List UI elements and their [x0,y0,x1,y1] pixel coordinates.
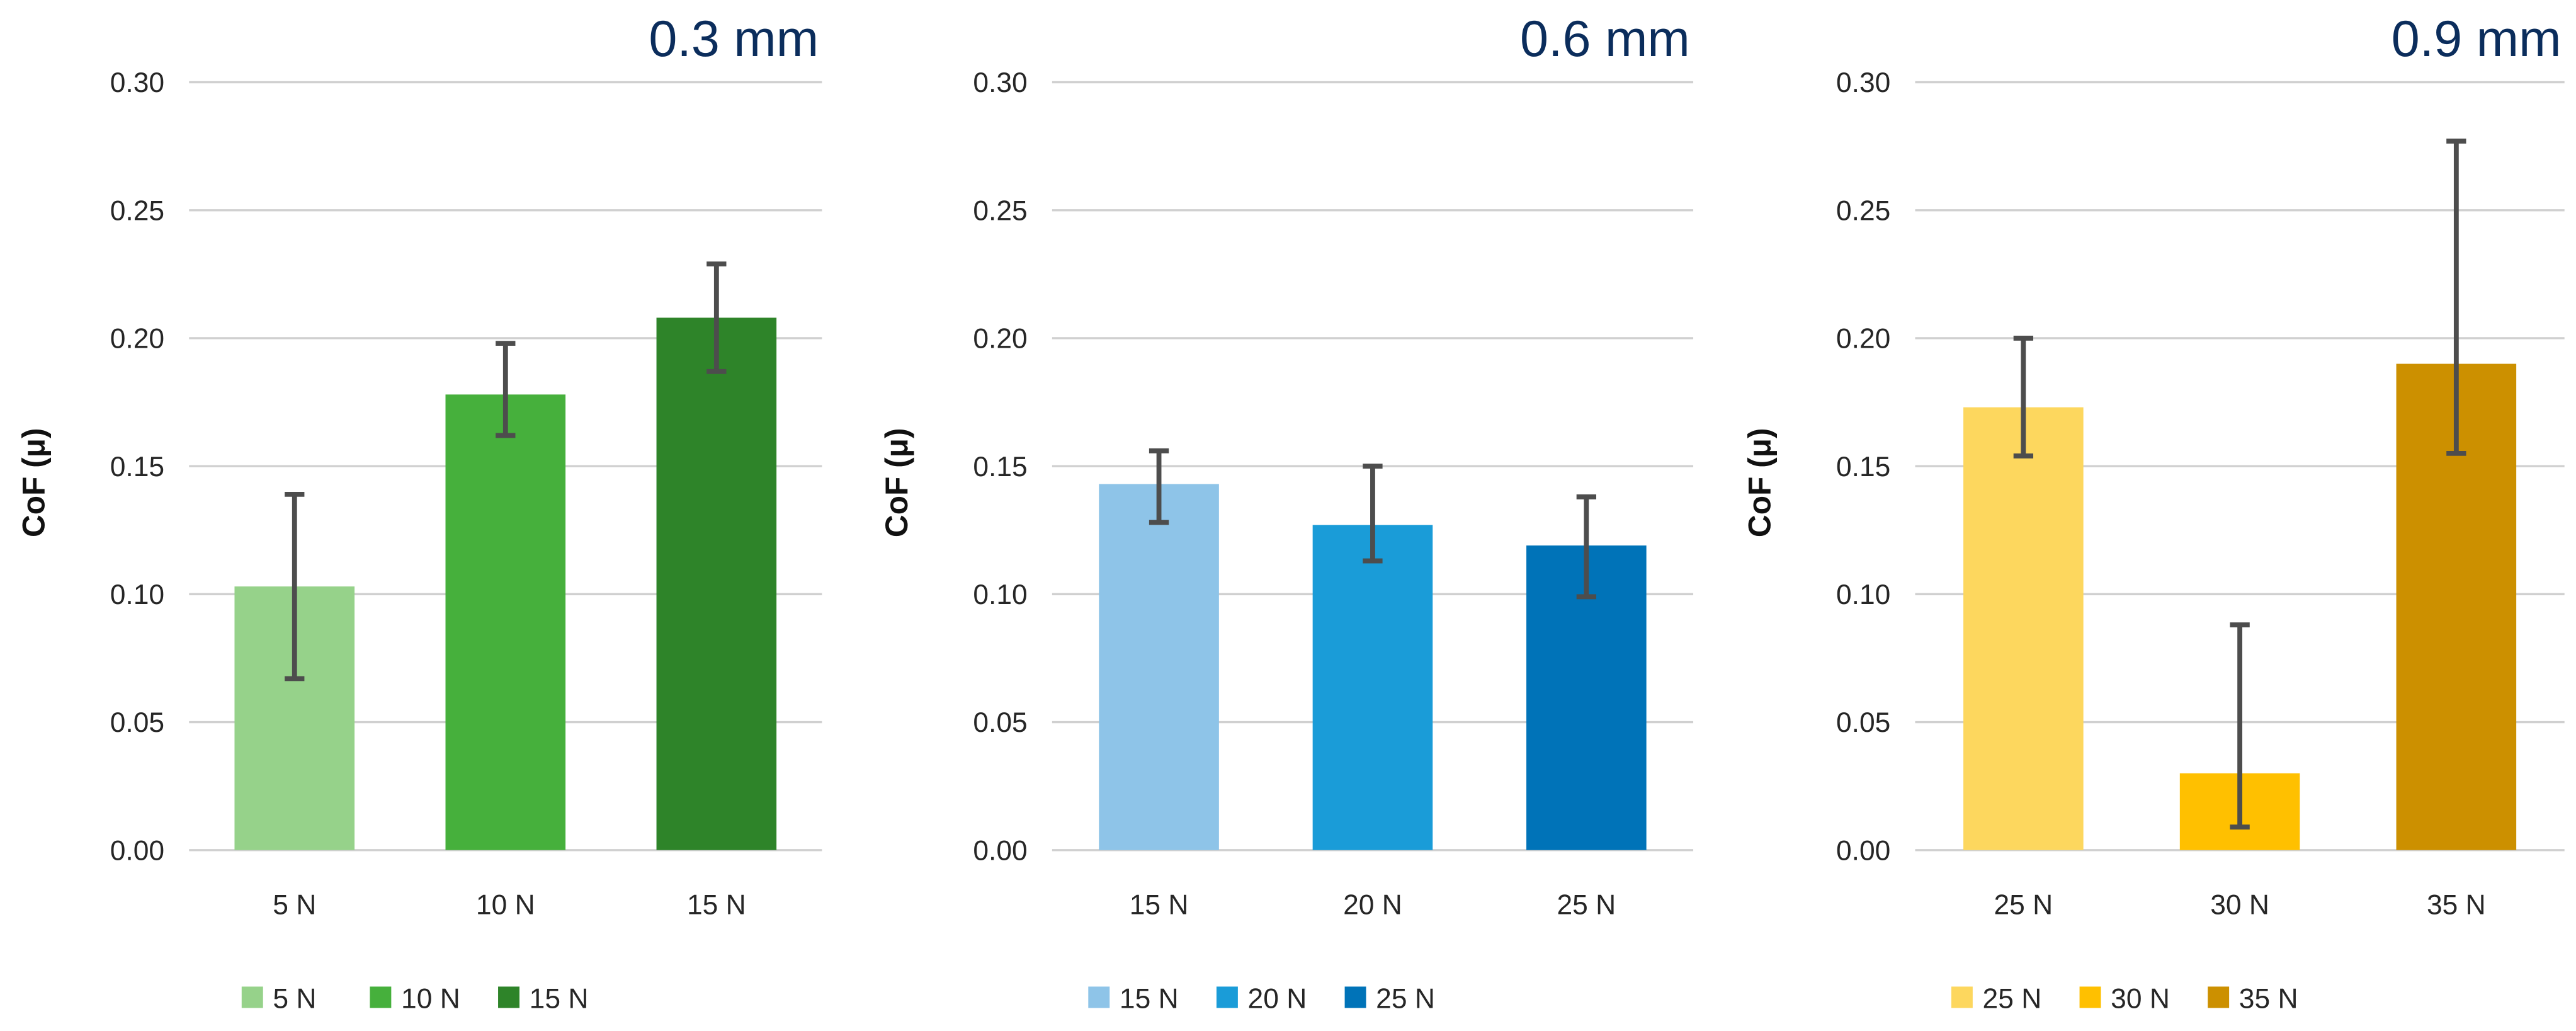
y-tick-label: 0.20 [1836,324,1890,355]
legend-swatch [1088,986,1110,1008]
x-tick-label: 25 N [1994,890,2053,921]
y-tick-label: 0.10 [110,579,164,610]
y-axis-label: CoF (μ) [879,428,914,538]
y-tick-label: 0.20 [110,324,164,355]
bar [1099,484,1219,850]
legend-swatch [241,986,263,1008]
legend-label: 35 N [2239,983,2298,1014]
x-tick-label: 15 N [687,890,746,921]
legend-label: 25 N [1376,983,1435,1014]
legend-label: 15 N [1120,983,1179,1014]
y-tick-label: 0.20 [973,324,1027,355]
legend-swatch [1951,986,1973,1008]
y-tick-label: 0.10 [973,579,1027,610]
legend-swatch [2079,986,2101,1008]
y-tick-label: 0.15 [973,452,1027,482]
y-tick-label: 0.00 [1836,835,1890,866]
panel-title: 0.9 mm [2392,11,2562,67]
y-tick-label: 0.30 [973,67,1027,98]
bar [656,317,777,850]
chart-panel-0: 0.00 0.05 0.10 0.15 0.20 0.25 0.30 CoF (μ) 0.3 m… [16,11,822,1014]
y-tick-label: 0.05 [973,707,1027,738]
x-tick-label: 30 N [2210,890,2269,921]
legend-label: 5 N [273,983,316,1014]
bar [445,394,566,850]
legend-swatch [1216,986,1238,1008]
legend-swatch [498,986,519,1008]
y-tick-label: 0.15 [1836,452,1890,482]
y-axis-label: CoF (μ) [1742,428,1778,538]
y-tick-label: 0.10 [1836,579,1890,610]
legend-label: 15 N [530,983,589,1014]
bar [1312,525,1433,850]
y-tick-label: 0.00 [110,835,164,866]
x-tick-label: 10 N [476,890,535,921]
y-axis-label: CoF (μ) [16,428,51,538]
y-tick-label: 0.25 [1836,195,1890,226]
legend-label: 20 N [1248,983,1307,1014]
y-tick-label: 0.30 [1836,67,1890,98]
y-tick-label: 0.30 [110,67,164,98]
panel-title: 0.6 mm [1520,11,1690,67]
y-tick-label: 0.15 [110,452,164,482]
x-tick-label: 5 N [273,890,316,921]
y-tick-label: 0.05 [110,707,164,738]
x-tick-label: 15 N [1130,890,1189,921]
y-tick-label: 0.25 [973,195,1027,226]
y-tick-label: 0.25 [110,195,164,226]
chart-panel-1: 0.00 0.05 0.10 0.15 0.20 0.25 0.30 CoF (μ) 0.6 m… [879,11,1694,1014]
chart-panel-2: 0.00 0.05 0.10 0.15 0.20 0.25 0.30 CoF (μ) 0.9 m… [1742,11,2565,1014]
x-tick-label: 25 N [1557,890,1616,921]
legend-swatch [2208,986,2230,1008]
x-tick-label: 35 N [2427,890,2486,921]
y-tick-label: 0.00 [973,835,1027,866]
legend-label: 10 N [401,983,460,1014]
legend-label: 25 N [1983,983,2042,1014]
x-tick-label: 20 N [1343,890,1402,921]
bar [1963,407,2084,850]
legend-swatch [370,986,392,1008]
panel-title: 0.3 mm [649,11,819,67]
legend-label: 30 N [2111,983,2170,1014]
legend-swatch [1344,986,1366,1008]
y-tick-label: 0.05 [1836,707,1890,738]
